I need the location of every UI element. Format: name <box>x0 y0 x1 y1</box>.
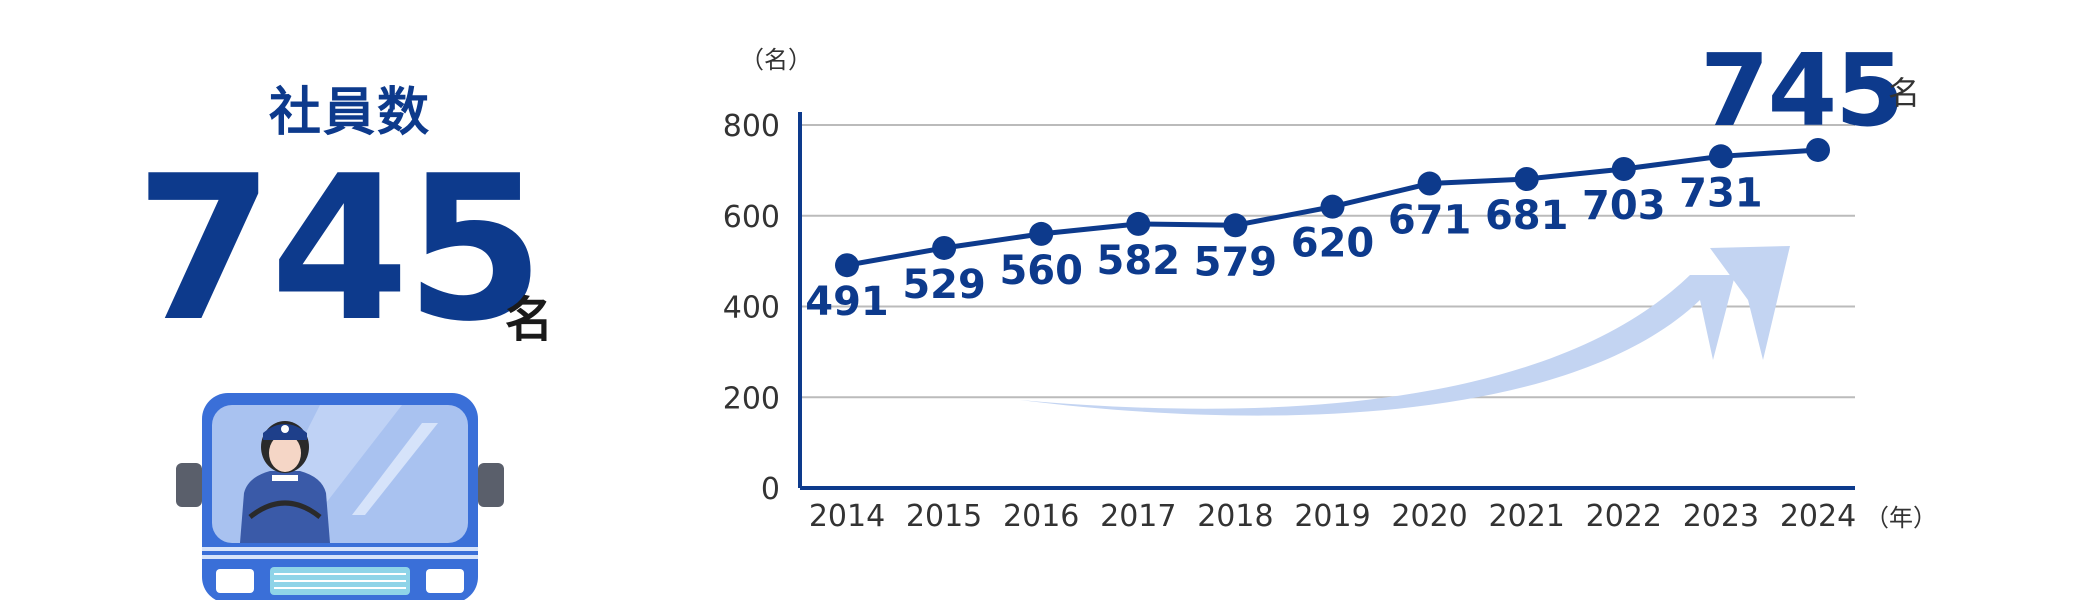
data-point <box>1417 171 1442 196</box>
y-tick-label: 600 <box>723 200 780 235</box>
data-label: 491 <box>805 279 889 325</box>
data-labels: 491 529 560 582 579 620 671 681 703 731 <box>805 170 1762 325</box>
x-tick-label: 2022 <box>1586 499 1662 534</box>
final-value-label: 745 <box>1700 32 1903 149</box>
right-mirror <box>478 463 504 507</box>
y-tick-label: 200 <box>723 381 780 416</box>
x-tick-label: 2020 <box>1391 499 1467 534</box>
data-point <box>1708 144 1733 169</box>
data-point <box>1320 194 1345 219</box>
x-tick-label: 2018 <box>1197 499 1273 534</box>
data-point <box>932 235 957 260</box>
data-label: 579 <box>1194 239 1278 285</box>
y-axis-unit: （名） <box>740 46 812 74</box>
data-label: 681 <box>1485 193 1569 239</box>
data-point <box>1806 137 1830 162</box>
x-tick-labels: 2014 2015 2016 2017 2018 2019 2020 2021 2022 2023… <box>809 499 1856 534</box>
x-tick-label: 2017 <box>1100 499 1176 534</box>
driver-icon <box>240 421 330 543</box>
x-axis-unit: （年） <box>1865 504 1937 532</box>
data-point <box>1611 157 1636 182</box>
left-mirror <box>176 463 202 507</box>
x-tick-label: 2016 <box>1003 499 1079 534</box>
data-point <box>835 253 859 278</box>
employee-count: 745 <box>135 133 544 366</box>
y-tick-label: 400 <box>723 291 780 326</box>
x-tick-label: 2023 <box>1683 499 1759 534</box>
data-label: 671 <box>1388 198 1472 244</box>
data-point <box>1029 221 1054 246</box>
data-label: 560 <box>999 248 1082 294</box>
x-tick-label: 2021 <box>1489 499 1565 534</box>
x-tick-label: 2014 <box>809 499 885 534</box>
data-point <box>1514 166 1539 191</box>
growth-arrow-head <box>1710 246 1790 360</box>
data-label: 731 <box>1679 170 1763 216</box>
x-tick-label: 2019 <box>1294 499 1370 534</box>
employee-count-unit: 名 <box>505 292 554 348</box>
final-value-unit: 名 <box>1888 74 1920 112</box>
x-tick-label: 2024 <box>1780 499 1856 534</box>
data-label: 620 <box>1291 221 1375 267</box>
page-title: 社員数 <box>268 83 431 143</box>
data-label: 582 <box>1097 238 1181 284</box>
data-label: 703 <box>1582 183 1666 229</box>
x-tick-label: 2015 <box>906 499 982 534</box>
growth-arrow <box>1020 275 1735 416</box>
data-points <box>835 137 1830 278</box>
right-headlight <box>426 569 464 593</box>
left-headlight <box>216 569 254 593</box>
bus-stripe-lower <box>202 555 478 559</box>
bus-stripe <box>202 547 478 551</box>
data-point <box>1223 213 1248 238</box>
y-tick-label: 800 <box>723 109 780 144</box>
windshield-glare-line <box>352 423 438 515</box>
y-tick-labels: 0 200 400 600 800 <box>723 109 780 507</box>
data-label: 529 <box>902 262 986 308</box>
data-point <box>1126 211 1151 236</box>
y-tick-label: 0 <box>761 472 780 507</box>
bus-driver-illustration <box>176 393 504 600</box>
